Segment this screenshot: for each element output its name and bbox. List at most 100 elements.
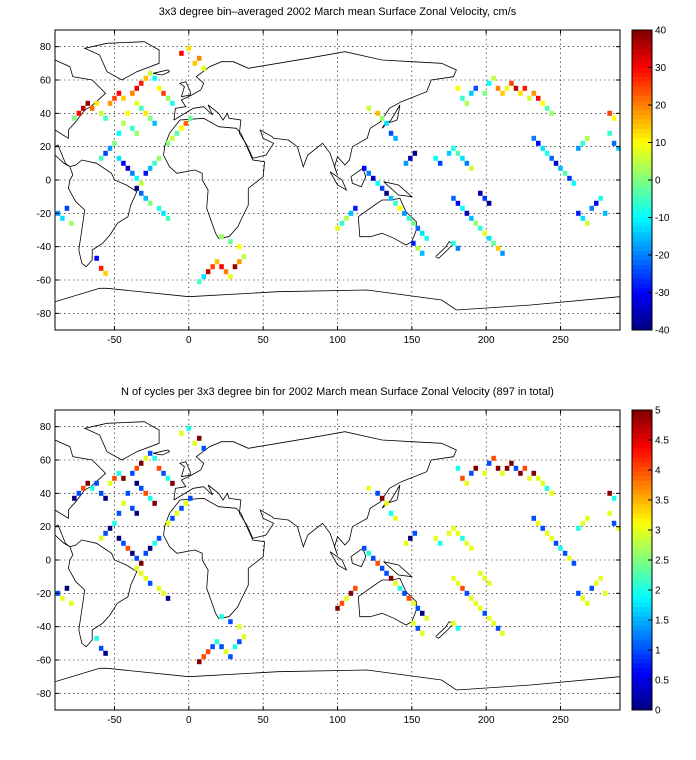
cycles-data-cell bbox=[411, 600, 416, 606]
cycles-y-tick-label: 80 bbox=[40, 422, 52, 433]
velocity-colorbar-segment bbox=[632, 240, 652, 247]
cycles-data-cell bbox=[412, 530, 418, 536]
cycles-x-tick-label: 50 bbox=[258, 715, 270, 726]
velocity-data-cell bbox=[134, 185, 139, 191]
velocity-colorbar-segment bbox=[632, 67, 652, 73]
velocity-data-cell bbox=[107, 145, 113, 151]
velocity-data-cell bbox=[103, 150, 108, 156]
velocity-data-cell bbox=[371, 175, 376, 181]
cycles-data-cell bbox=[228, 654, 233, 660]
velocity-data-cell bbox=[415, 245, 421, 251]
coastline bbox=[173, 431, 457, 556]
velocity-data-cell bbox=[455, 85, 461, 91]
velocity-data-cell bbox=[179, 50, 184, 56]
velocity-y-tick-label: 40 bbox=[40, 109, 52, 120]
cycles-colorbar-segment bbox=[632, 433, 652, 439]
cycles-data-cell bbox=[536, 475, 541, 481]
velocity-data-cell bbox=[437, 160, 443, 166]
cycles-data-cell bbox=[464, 480, 470, 486]
cycles-data-cell bbox=[473, 465, 478, 471]
cycles-data-cell bbox=[478, 605, 483, 611]
cycles-data-cell bbox=[156, 465, 162, 471]
cycles-data-cell bbox=[379, 495, 385, 501]
velocity-data-cell bbox=[544, 150, 550, 156]
velocity-colorbar-segment bbox=[632, 161, 652, 167]
velocity-data-cell bbox=[518, 90, 523, 96]
velocity-data-cell bbox=[348, 210, 354, 216]
velocity-y-tick-label: -60 bbox=[37, 276, 52, 287]
cycles-data-cell bbox=[455, 530, 461, 536]
cycles-data-cell bbox=[375, 560, 380, 566]
velocity-data-cell bbox=[143, 195, 148, 201]
velocity-data-cell bbox=[339, 220, 345, 226]
velocity-data-cell bbox=[210, 264, 215, 270]
velocity-colorbar-segment bbox=[632, 255, 652, 261]
velocity-data-cell bbox=[473, 220, 478, 226]
velocity-data-cell bbox=[451, 195, 456, 201]
cycles-data-cell bbox=[460, 475, 465, 481]
cycles-data-cell bbox=[451, 620, 456, 626]
velocity-data-cell bbox=[134, 100, 139, 106]
coastline bbox=[163, 497, 266, 619]
cycles-data-cell bbox=[228, 619, 233, 625]
cycles-data-cell bbox=[139, 560, 144, 566]
velocity-data-cell bbox=[237, 259, 242, 265]
cycles-data-cell bbox=[585, 600, 590, 606]
velocity-data-cell bbox=[64, 205, 70, 211]
velocity-colorbar-segment bbox=[632, 198, 652, 204]
velocity-colorbar-segment bbox=[632, 245, 652, 251]
cycles-data-cell bbox=[607, 490, 612, 496]
velocity-colorbar-segment bbox=[632, 142, 652, 148]
velocity-data-cell bbox=[504, 85, 510, 91]
velocity-colorbar-segment bbox=[632, 273, 652, 279]
cycles-x-tick-label: 100 bbox=[329, 715, 346, 726]
cycles-data-cell bbox=[460, 535, 465, 541]
cycles-x-tick-label: -50 bbox=[107, 715, 122, 726]
velocity-data-cell bbox=[375, 110, 380, 116]
cycles-colorbar-segment bbox=[632, 681, 652, 687]
cycles-x-tick-label: 250 bbox=[552, 715, 569, 726]
cycles-data-cell bbox=[103, 495, 108, 501]
cycles-data-cell bbox=[223, 649, 229, 655]
cycles-data-cell bbox=[165, 520, 171, 526]
cycles-colorbar-segment bbox=[632, 700, 652, 706]
velocity-data-cell bbox=[165, 140, 171, 146]
cycles-colorbar-segment bbox=[632, 536, 652, 542]
velocity-data-cell bbox=[536, 140, 541, 146]
cycles-colorbar-segment bbox=[632, 592, 652, 598]
cycles-colorbar-segment bbox=[632, 564, 652, 570]
velocity-data-cell bbox=[500, 90, 505, 96]
cycles-data-cell bbox=[344, 595, 349, 601]
velocity-data-cell bbox=[116, 155, 122, 161]
velocity-data-cell bbox=[366, 105, 371, 111]
coastline bbox=[153, 69, 171, 76]
cycles-data-cell bbox=[500, 470, 505, 476]
velocity-data-cell bbox=[616, 145, 621, 151]
velocity-data-cell bbox=[567, 175, 572, 181]
velocity-colorbar-segment bbox=[632, 170, 652, 176]
cycles-y-tick-label: 20 bbox=[40, 522, 52, 533]
velocity-data-cell bbox=[611, 140, 617, 146]
cycles-data-cell bbox=[98, 490, 104, 496]
velocity-data-cell bbox=[411, 240, 416, 246]
cycles-data-cell bbox=[408, 535, 413, 541]
velocity-colorbar-segment bbox=[632, 269, 652, 275]
velocity-data-cell bbox=[98, 265, 104, 271]
cycles-colorbar-segment bbox=[632, 438, 652, 444]
velocity-data-cell bbox=[85, 100, 90, 106]
cycles-data-cell bbox=[544, 530, 550, 536]
cycles-colorbar-tick-label: 2.5 bbox=[655, 556, 669, 567]
velocity-data-cell bbox=[72, 115, 77, 121]
cycles-colorbar-segment bbox=[632, 508, 652, 514]
cycles-data-cell bbox=[455, 580, 461, 586]
cycles-data-cell bbox=[379, 565, 385, 571]
velocity-data-cell bbox=[482, 230, 487, 236]
velocity-colorbar-segment bbox=[632, 250, 652, 256]
velocity-x-tick-label: 100 bbox=[329, 335, 346, 346]
velocity-colorbar-tick-label: -10 bbox=[655, 213, 670, 224]
velocity-colorbar-segment bbox=[632, 180, 652, 186]
velocity-colorbar-segment bbox=[632, 236, 652, 242]
velocity-data-cell bbox=[197, 55, 202, 61]
cycles-data-cell bbox=[406, 595, 412, 601]
velocity-colorbar-segment bbox=[632, 222, 652, 228]
